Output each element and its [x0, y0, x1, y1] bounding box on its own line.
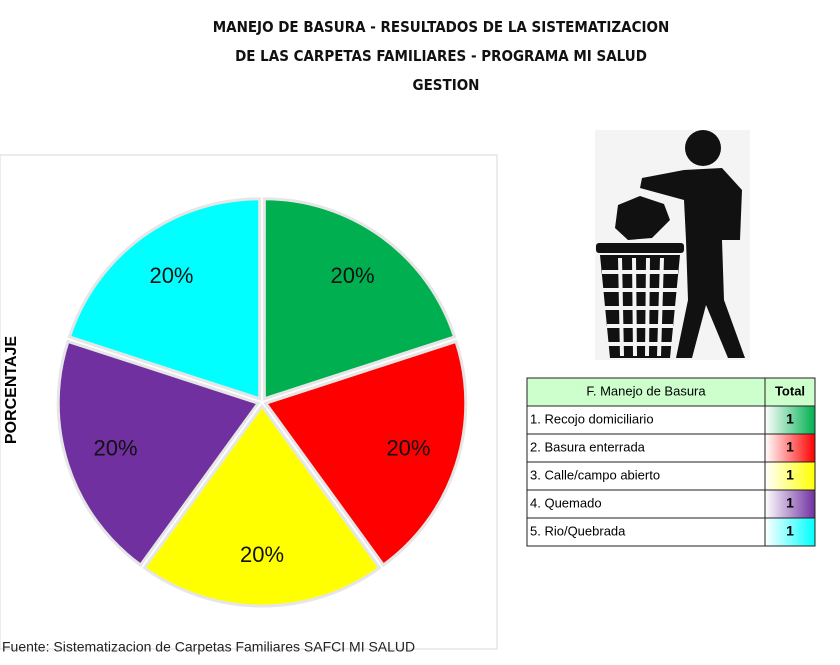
table-cell: [526, 461, 766, 491]
data-label: 20%: [330, 263, 374, 288]
table-row-label: 1. Recojo domiciliario: [530, 411, 654, 426]
pie-slice: [142, 403, 382, 608]
table-row-label: 5. Rio/Quebrada: [530, 523, 626, 538]
table-cell: [526, 517, 766, 547]
table-header-cell: F. Manejo de Basura: [586, 383, 706, 398]
table-header-cell: Total: [775, 383, 805, 398]
legend-table: F. Manejo de Basura Total 1. Recojo domici…: [526, 377, 816, 547]
pie: 20% 20% 20% 20% 20%: [56, 197, 468, 608]
trash-icon: [595, 130, 750, 360]
source-note: Fuente: Sistematizacion de Carpetas Fami…: [2, 639, 415, 655]
table-header: [526, 377, 816, 407]
table-cell: [526, 489, 766, 519]
pie-slice: [262, 197, 457, 401]
table-cell: [526, 405, 766, 435]
table-row-total: 1: [786, 495, 794, 511]
table-cell: [764, 405, 816, 435]
pie-slice: [263, 339, 468, 568]
data-label: 20%: [149, 263, 193, 288]
chart-title: DE LAS CARPETAS FAMILIARES - PROGRAMA MI…: [235, 49, 647, 66]
chart-title: GESTION: [413, 78, 480, 95]
pie-slice: [56, 339, 261, 568]
table-row-label: 4. Quemado: [530, 495, 602, 510]
table-row-total: 1: [786, 523, 794, 539]
data-label: 20%: [386, 435, 430, 460]
chart-title: MANEJO DE BASURA - RESULTADOS DE LA SIST…: [213, 20, 670, 37]
table-row-total: 1: [786, 439, 794, 455]
table-row-total: 1: [786, 467, 794, 483]
data-label: 20%: [94, 435, 138, 460]
table-row-label: 2. Basura enterrada: [530, 439, 646, 454]
table-row-total: 1: [786, 411, 794, 427]
table-cell: [764, 461, 816, 491]
pie-slice: [67, 197, 262, 401]
y-axis-label: PORCENTAJE: [3, 336, 20, 444]
table-row-label: 3. Calle/campo abierto: [530, 467, 660, 482]
data-label: 20%: [240, 542, 284, 567]
table-cell: [764, 433, 816, 463]
table-cell: [764, 517, 816, 547]
